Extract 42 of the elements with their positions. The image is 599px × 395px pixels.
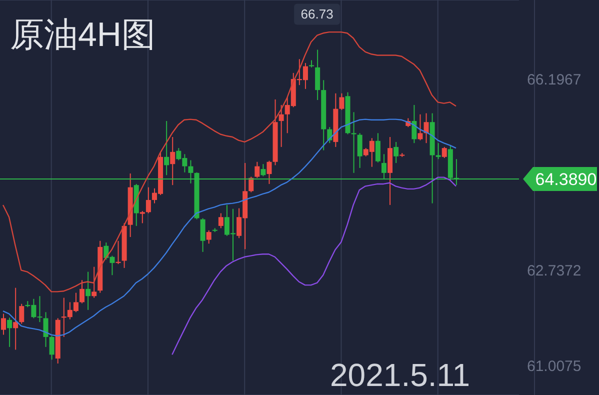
candlestick [140, 210, 145, 224]
candlestick [436, 142, 441, 160]
candlestick [351, 112, 356, 174]
candlestick [418, 114, 423, 141]
candlestick [278, 104, 284, 148]
candlestick [315, 49, 320, 100]
y-tick-label: 61.0075 [527, 358, 582, 376]
candlestick [394, 141, 399, 164]
candlestick [206, 230, 212, 244]
candlestick [49, 335, 54, 360]
candlestick [170, 136, 176, 186]
candlestick [116, 240, 121, 265]
candlestick [254, 161, 260, 178]
candlestick [266, 160, 272, 184]
candlestick [412, 104, 417, 144]
candlestick [19, 303, 24, 324]
candlestick [7, 317, 12, 348]
candlestick [164, 120, 170, 176]
candlestick [218, 212, 224, 229]
candlestick [339, 92, 344, 110]
candlestick [357, 132, 362, 168]
candlestick [13, 287, 18, 350]
candlestick [80, 280, 85, 304]
candlestick [43, 312, 48, 348]
y-tick-label: 66.1967 [527, 72, 582, 89]
candlestick [442, 146, 447, 158]
candlestick [248, 176, 254, 193]
candlestick [86, 271, 91, 310]
candlestick [375, 132, 380, 163]
candlestick [92, 266, 97, 298]
candlestick [260, 164, 266, 177]
candlestick [424, 112, 429, 144]
candlestick [1, 313, 6, 336]
y-tick-label: 62.7372 [527, 262, 582, 280]
annotation: 66.73 [300, 6, 334, 22]
candlestick [146, 186, 151, 214]
text: 原油4H图 [10, 16, 156, 54]
ref-line-label: 64.3890 [535, 170, 597, 190]
line-series [172, 176, 457, 356]
annotation: 2021.5.11 [330, 357, 470, 393]
candlestick [200, 218, 206, 252]
line-series [2, 118, 457, 336]
